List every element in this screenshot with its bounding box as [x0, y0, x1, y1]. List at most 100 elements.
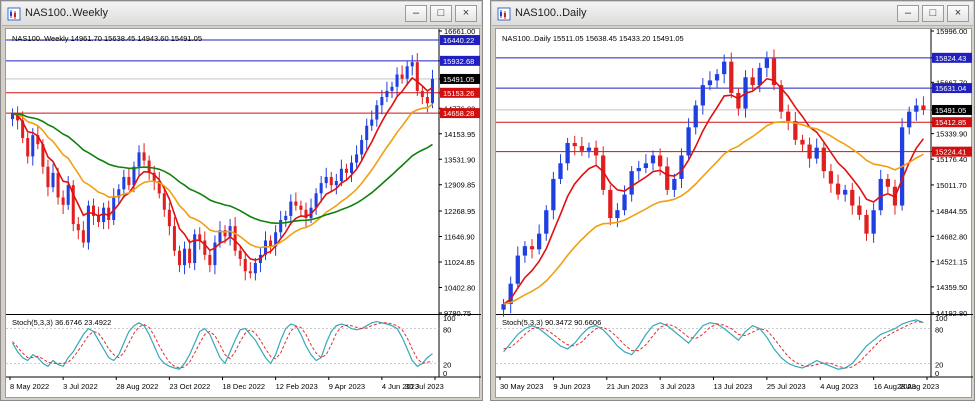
- candle[interactable]: [334, 181, 338, 186]
- candle[interactable]: [263, 240, 268, 255]
- weekly-title-bar[interactable]: NAS100..Weekly – □ ×: [2, 2, 481, 26]
- candle[interactable]: [686, 127, 691, 156]
- candle[interactable]: [800, 139, 805, 145]
- close-button[interactable]: ×: [947, 5, 969, 22]
- candle[interactable]: [152, 172, 156, 182]
- candle[interactable]: [764, 58, 770, 68]
- candle[interactable]: [636, 167, 641, 172]
- candle[interactable]: [878, 178, 883, 211]
- candle[interactable]: [61, 197, 65, 205]
- candle[interactable]: [657, 155, 663, 167]
- candle[interactable]: [921, 105, 926, 110]
- candle[interactable]: [81, 230, 85, 243]
- candle[interactable]: [350, 162, 354, 173]
- candle[interactable]: [86, 205, 90, 243]
- candle[interactable]: [385, 90, 389, 98]
- candle[interactable]: [344, 168, 348, 173]
- candle[interactable]: [693, 105, 698, 128]
- candle[interactable]: [233, 226, 237, 251]
- candle[interactable]: [586, 147, 592, 151]
- candle[interactable]: [786, 111, 791, 122]
- candle[interactable]: [380, 97, 384, 106]
- candle[interactable]: [284, 215, 288, 220]
- weekly-price-chart[interactable]: 16661.0015932.6815491.0515153.2614776.00…: [6, 27, 481, 399]
- candle[interactable]: [864, 214, 869, 234]
- minimize-button[interactable]: –: [897, 5, 919, 22]
- candle[interactable]: [914, 105, 919, 112]
- candle[interactable]: [778, 85, 784, 112]
- weekly-chart-area[interactable]: 16661.0015932.6815491.0515153.2614776.00…: [5, 27, 481, 399]
- candle[interactable]: [172, 226, 176, 251]
- candle[interactable]: [248, 271, 252, 274]
- candle[interactable]: [299, 205, 303, 210]
- candle[interactable]: [835, 183, 841, 195]
- minimize-button[interactable]: –: [405, 5, 427, 22]
- candle[interactable]: [729, 61, 734, 93]
- candle[interactable]: [238, 250, 242, 259]
- candle[interactable]: [132, 166, 136, 186]
- candle[interactable]: [551, 178, 556, 211]
- candle[interactable]: [395, 74, 399, 87]
- candle[interactable]: [51, 172, 55, 188]
- candle[interactable]: [643, 163, 649, 168]
- candle[interactable]: [324, 176, 328, 184]
- candle[interactable]: [31, 135, 35, 157]
- candle[interactable]: [365, 125, 369, 141]
- candle[interactable]: [828, 171, 834, 184]
- candle[interactable]: [857, 205, 862, 215]
- candle[interactable]: [370, 119, 374, 126]
- candle[interactable]: [36, 135, 40, 145]
- candle[interactable]: [183, 248, 187, 266]
- candle[interactable]: [279, 219, 283, 233]
- candle[interactable]: [415, 62, 419, 91]
- candle[interactable]: [615, 210, 620, 219]
- candle[interactable]: [425, 97, 429, 104]
- candle[interactable]: [515, 255, 520, 284]
- candle[interactable]: [97, 215, 101, 223]
- candle[interactable]: [430, 78, 434, 104]
- candle[interactable]: [537, 233, 542, 250]
- candle[interactable]: [608, 189, 613, 219]
- candle[interactable]: [112, 197, 116, 220]
- candle[interactable]: [117, 189, 121, 198]
- candle[interactable]: [629, 171, 634, 195]
- candle[interactable]: [572, 142, 577, 147]
- daily-price-chart[interactable]: 15996.00 15824.43 15667.7015631.04 15491.05…: [496, 27, 973, 399]
- candle[interactable]: [243, 258, 247, 272]
- candle[interactable]: [41, 144, 45, 167]
- candle[interactable]: [757, 67, 762, 86]
- candle[interactable]: [102, 207, 106, 223]
- candle[interactable]: [269, 240, 273, 247]
- candle[interactable]: [714, 74, 720, 81]
- candle[interactable]: [375, 105, 379, 120]
- candle[interactable]: [319, 183, 323, 194]
- candle[interactable]: [593, 147, 599, 156]
- candle[interactable]: [253, 263, 257, 274]
- candle[interactable]: [26, 138, 30, 157]
- maximize-button[interactable]: □: [430, 5, 452, 22]
- candle[interactable]: [274, 232, 278, 247]
- candle[interactable]: [107, 207, 111, 220]
- maximize-button[interactable]: □: [922, 5, 944, 22]
- candle[interactable]: [871, 210, 876, 234]
- candle[interactable]: [650, 155, 656, 164]
- candle[interactable]: [203, 240, 207, 255]
- candle[interactable]: [218, 230, 222, 243]
- candle[interactable]: [707, 80, 713, 86]
- candle[interactable]: [807, 144, 812, 159]
- candle[interactable]: [907, 111, 912, 128]
- candle[interactable]: [122, 176, 126, 190]
- candle[interactable]: [665, 166, 670, 190]
- candle[interactable]: [814, 147, 819, 159]
- candle[interactable]: [700, 85, 705, 106]
- candle[interactable]: [294, 201, 298, 206]
- daily-chart-area[interactable]: 15996.00 15824.43 15667.7015631.04 15491.05…: [495, 27, 973, 399]
- candle[interactable]: [142, 152, 146, 161]
- candle[interactable]: [16, 113, 20, 121]
- candle[interactable]: [162, 193, 166, 210]
- candle[interactable]: [843, 189, 848, 195]
- candle[interactable]: [177, 250, 182, 266]
- candle[interactable]: [355, 154, 359, 163]
- daily-title-bar[interactable]: NAS100..Daily – □ ×: [492, 2, 973, 26]
- candle[interactable]: [127, 176, 131, 186]
